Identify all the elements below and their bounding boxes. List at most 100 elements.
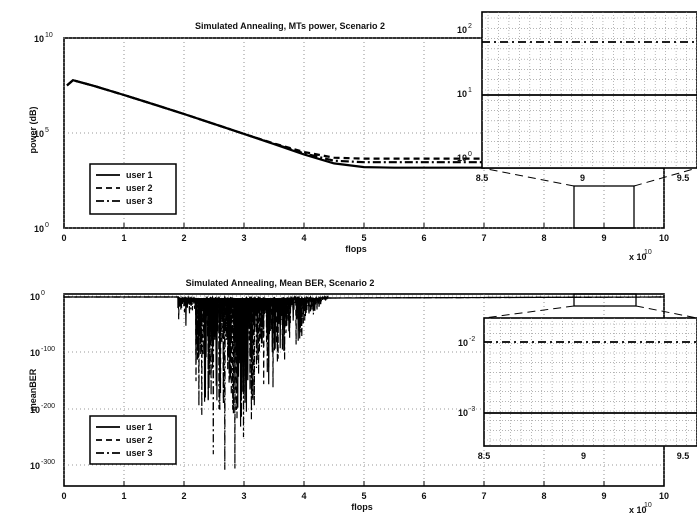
chart-ber: Simulated Annealing, Mean BER, Scenario …	[28, 278, 697, 515]
x-tick-labels: 0 1 2 3 4 5 6 7 8 9 10	[61, 233, 669, 243]
y-tick-exponent: -100	[41, 346, 55, 353]
y-tick-label: 10 -100	[30, 346, 55, 358]
x-tick-label: 8	[541, 491, 546, 501]
inset-x-tick-label: 8.5	[476, 173, 489, 183]
y-tick-mantissa: 10	[34, 224, 44, 234]
x-tick-label: 1	[121, 491, 126, 501]
chart-title: Simulated Annealing, Mean BER, Scenario …	[186, 278, 375, 288]
inset-y-tick-mantissa: 10	[458, 338, 468, 348]
y-tick-mantissa: 10	[34, 34, 44, 44]
inset-x-tick-label: 9	[581, 451, 586, 461]
inset-grid	[484, 318, 697, 446]
inset-x-tick-labels: 8.5 9 9.5	[478, 451, 690, 461]
inset-frame	[483, 317, 697, 447]
y-axis-label: meanBER	[28, 368, 38, 411]
inset-x-tick-label: 9	[580, 173, 585, 183]
inset-y-tick-label: 10 -3	[458, 406, 475, 418]
y-tick-label: 10 0	[34, 222, 49, 234]
y-axis-label: power (dB)	[28, 107, 38, 154]
x-axis-label: flops	[351, 502, 373, 512]
x-tick-label: 8	[541, 233, 546, 243]
inset-y-tick-exponent: -2	[469, 336, 475, 343]
y-tick-mantissa: 10	[34, 129, 44, 139]
y-tick-mantissa: 10	[30, 292, 40, 302]
x-tick-label: 1	[121, 233, 126, 243]
legend: user 1 user 2 user 3	[89, 163, 177, 215]
x-tick-label: 6	[421, 491, 426, 501]
x-exponent-power: 10	[644, 249, 652, 256]
inset-y-tick-mantissa: 10	[457, 25, 467, 35]
x-tick-label: 3	[241, 233, 246, 243]
x-axis-label: flops	[345, 244, 367, 254]
x-exponent: x 10 10	[629, 249, 652, 262]
chart-title: Simulated Annealing, MTs power, Scenario…	[195, 21, 385, 31]
x-tick-label: 2	[181, 233, 186, 243]
series-line-user3	[66, 78, 664, 164]
inset-y-tick-exponent: 0	[468, 151, 472, 158]
y-tick-exponent: 0	[45, 222, 49, 229]
x-tick-labels: 0 1 2 3 4 5 6 7 8 9 10	[61, 491, 669, 501]
y-tick-mantissa: 10	[30, 461, 40, 471]
x-tick-label: 0	[61, 233, 66, 243]
y-tick-exponent: 0	[41, 290, 45, 297]
series-line-user3	[64, 295, 665, 470]
inset-y-tick-mantissa: 10	[457, 153, 467, 163]
inset-frame	[481, 11, 697, 169]
x-tick-label: 3	[241, 491, 246, 501]
inset-y-tick-label: 10 2	[457, 23, 472, 35]
series-group	[64, 295, 665, 470]
x-tick-label: 7	[481, 491, 486, 501]
x-tick-label: 2	[181, 491, 186, 501]
y-tick-label: 10 0	[30, 290, 45, 302]
x-tick-label: 5	[361, 491, 366, 501]
y-tick-exponent: 5	[45, 127, 49, 134]
inset-y-tick-label: 10 0	[457, 151, 472, 163]
y-tick-label: 10 5	[34, 127, 49, 139]
x-tick-label: 10	[659, 233, 669, 243]
y-tick-exponent: 10	[45, 32, 53, 39]
inset-y-tick-label: 10 -2	[458, 336, 475, 348]
legend-box	[89, 415, 177, 465]
zoom-box	[573, 185, 635, 229]
x-exponent-power: 10	[644, 502, 652, 509]
x-tick-label: 4	[301, 491, 306, 501]
inset-x-tick-label: 8.5	[478, 451, 491, 461]
x-exponent-base: x 10	[629, 252, 647, 262]
inset-x-tick-label: 9.5	[677, 173, 690, 183]
y-tick-label: 10 -200	[30, 403, 55, 415]
zoom-connector	[481, 167, 697, 187]
inset-y-tick-label: 10 1	[457, 87, 472, 99]
y-tick-label: 10 10	[34, 32, 53, 44]
y-tick-exponent: -200	[41, 403, 55, 410]
x-tick-label: 7	[481, 233, 486, 243]
inset-zoom: 8.5 9 9.5 10-210-3	[458, 317, 697, 461]
inset-y-tick-exponent: 2	[468, 23, 472, 30]
legend-label-user2: user 2	[126, 183, 153, 193]
zoom-connector	[483, 305, 697, 319]
inset-y-tick-exponent: 1	[468, 87, 472, 94]
x-tick-label: 5	[361, 233, 366, 243]
legend-label-user1: user 1	[126, 170, 153, 180]
x-exponent: x 10 10	[629, 502, 652, 515]
inset-grid	[482, 12, 697, 168]
x-tick-label: 6	[421, 233, 426, 243]
legend-label-user3: user 3	[126, 448, 153, 458]
inset-y-tick-mantissa: 10	[458, 408, 468, 418]
legend: user 1 user 2 user 3	[89, 415, 177, 465]
inset-x-tick-labels: 8.5 9 9.5	[476, 173, 690, 183]
y-tick-mantissa: 10	[30, 405, 40, 415]
legend-label-user2: user 2	[126, 435, 153, 445]
y-tick-label: 10 -300	[30, 459, 55, 471]
inset-y-tick-exponent: -3	[469, 406, 475, 413]
y-tick-exponent: -300	[41, 459, 55, 466]
x-exponent-base: x 10	[629, 505, 647, 515]
inset-x-tick-label: 9.5	[677, 451, 690, 461]
inset-y-tick-mantissa: 10	[457, 89, 467, 99]
y-tick-mantissa: 10	[30, 348, 40, 358]
grid	[63, 37, 665, 229]
